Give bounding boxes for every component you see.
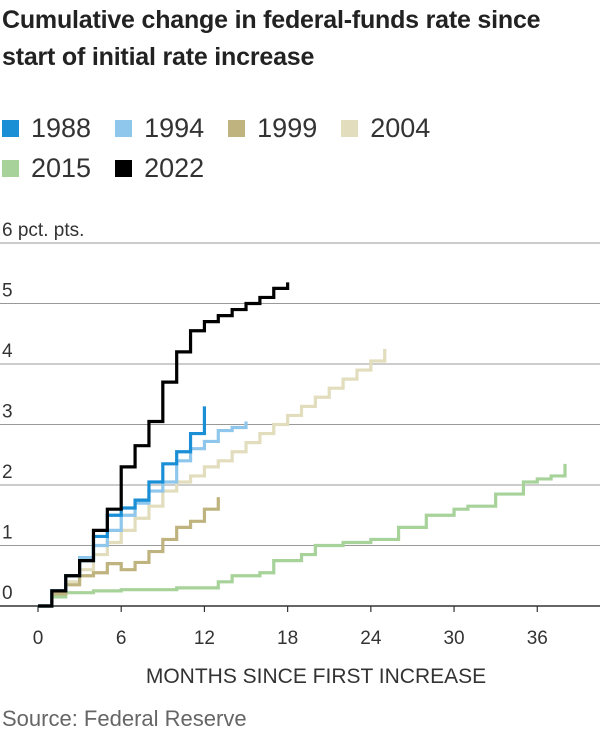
legend-row: 1988 1994 1999 2004: [2, 108, 598, 148]
y-tick-label: 5: [2, 281, 13, 302]
legend-item-1999: 1999: [228, 113, 317, 144]
legend-swatch-1999: [228, 119, 246, 137]
x-tick-label: 36: [527, 628, 548, 649]
y-tick-label: 4: [2, 341, 13, 362]
x-tick-label: 12: [194, 628, 215, 649]
legend-item-2004: 2004: [341, 113, 430, 144]
x-tick-label: 24: [360, 628, 382, 649]
series-line-2004: [38, 348, 387, 608]
legend-swatch-1988: [2, 119, 19, 137]
series-line-1999: [38, 497, 220, 608]
legend-label-1994: 1994: [144, 112, 205, 143]
legend-item-2015: 2015: [2, 153, 91, 184]
legend-label-2015: 2015: [31, 152, 92, 183]
y-tick-label: 1: [2, 523, 13, 544]
y-tick-label: 6 pct. pts.: [2, 220, 84, 241]
legend-row: 2015 2022: [2, 148, 598, 188]
x-tick-label: 30: [443, 628, 464, 649]
legend-label-2022: 2022: [144, 152, 205, 183]
y-tick-label: 0: [2, 583, 13, 604]
legend-swatch-1994: [115, 119, 133, 137]
legend-label-2004: 2004: [370, 112, 431, 143]
legend-label-1988: 1988: [31, 112, 92, 143]
legend-swatch-2022: [115, 159, 133, 177]
legend-item-2022: 2022: [115, 153, 204, 184]
y-tick-label: 2: [2, 462, 13, 483]
legend-item-1988: 1988: [2, 113, 91, 144]
source-note: Source: Federal Reserve: [2, 706, 247, 731]
series-line-2015: [38, 463, 567, 608]
legend-swatch-2004: [341, 119, 359, 137]
x-tick-label: 0: [33, 628, 44, 649]
series-line-2022: [38, 282, 290, 608]
legend-item-1994: 1994: [115, 113, 204, 144]
legend-swatch-2015: [2, 159, 19, 177]
x-tick-label: 18: [277, 628, 298, 649]
series-line-1994: [38, 421, 248, 608]
chart-title: Cumulative change in federal-funds rate …: [2, 6, 541, 71]
legend-label-1999: 1999: [257, 112, 318, 143]
x-axis-title: MONTHS SINCE FIRST INCREASE: [146, 665, 486, 688]
legend: 1988 1994 1999 2004 2015 2022: [2, 108, 598, 188]
x-tick-label: 6: [116, 628, 127, 649]
y-tick-label: 3: [2, 402, 13, 423]
